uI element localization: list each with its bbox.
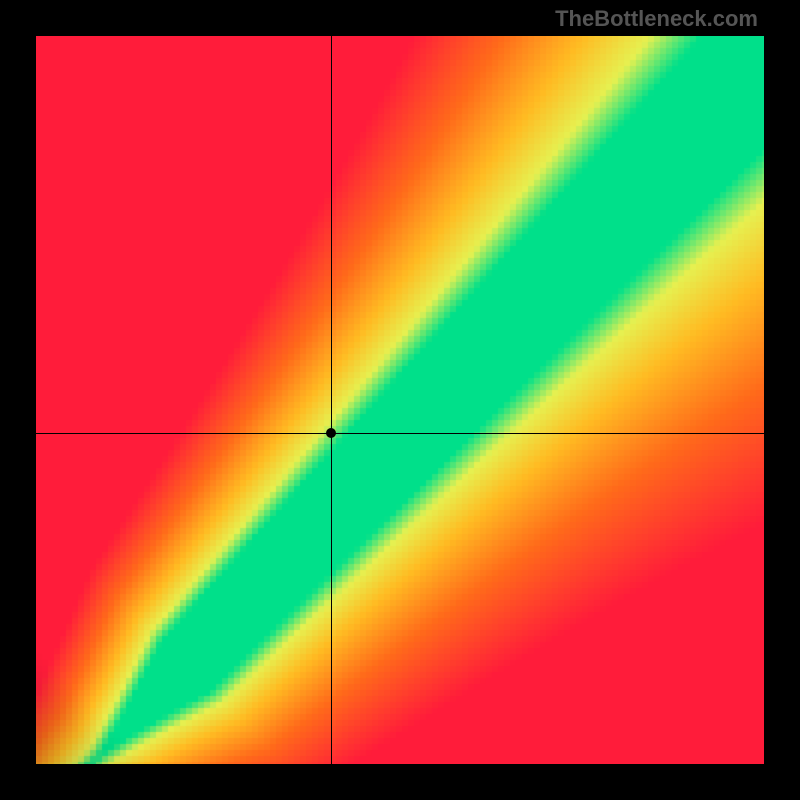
- heatmap-plot: [36, 36, 764, 764]
- heatmap-canvas: [36, 36, 764, 764]
- crosshair-vertical: [331, 36, 332, 764]
- watermark-text: TheBottleneck.com: [555, 6, 758, 32]
- marker-point: [326, 428, 336, 438]
- chart-container: TheBottleneck.com: [0, 0, 800, 800]
- crosshair-horizontal: [36, 433, 764, 434]
